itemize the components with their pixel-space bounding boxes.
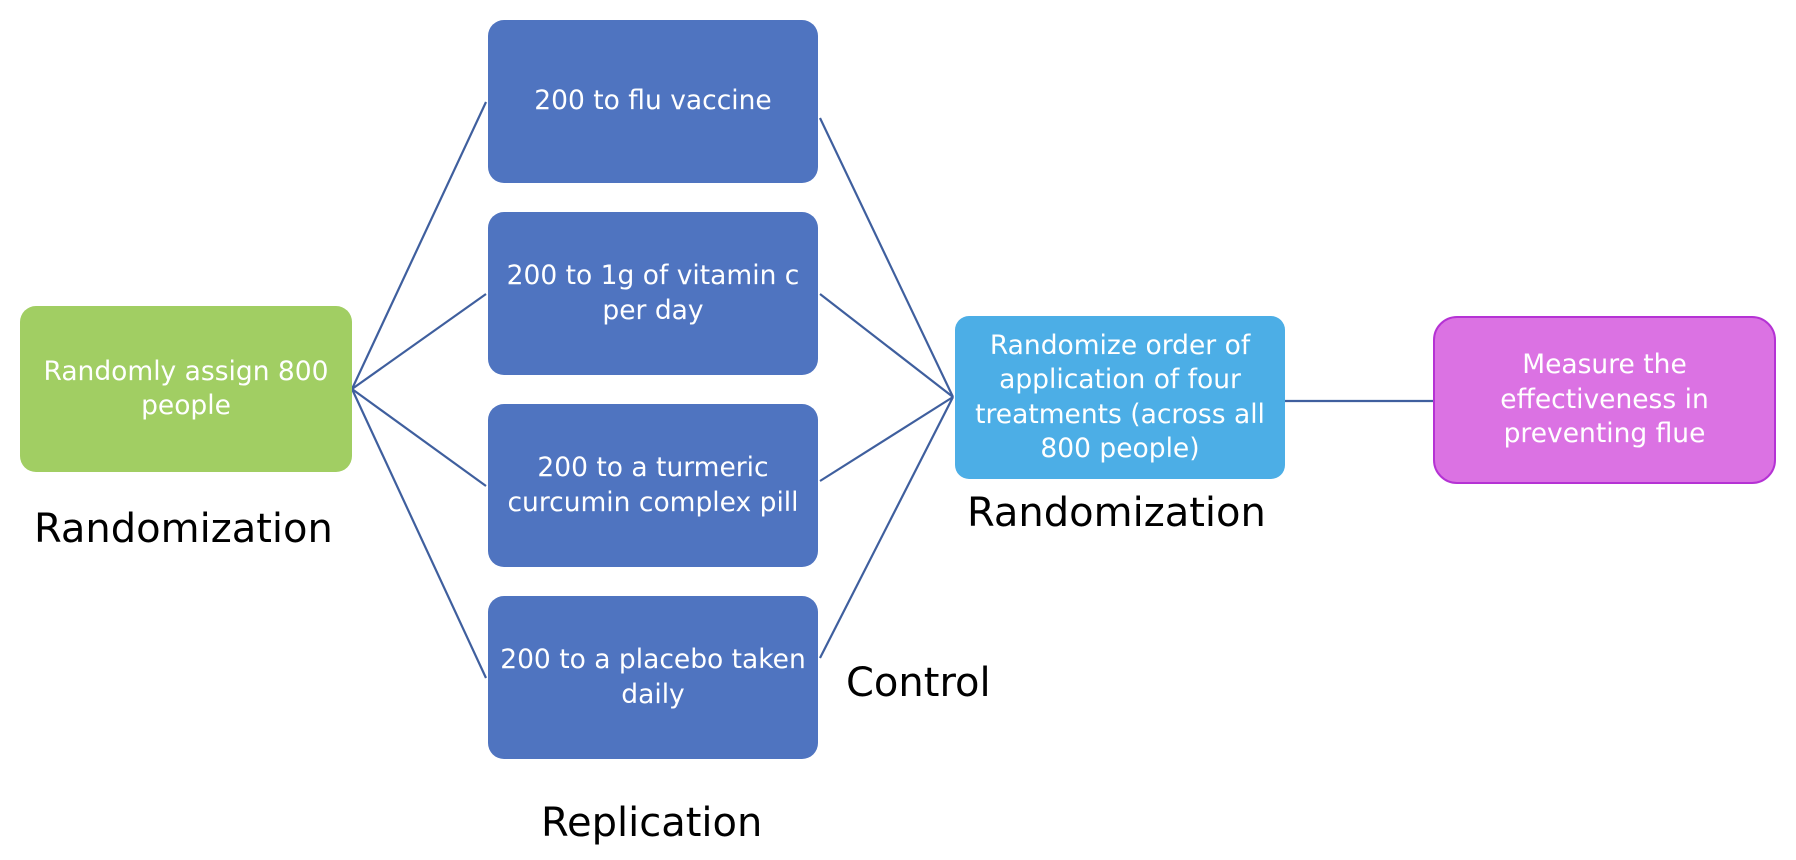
- control-label: Control: [846, 660, 991, 706]
- measure-box: Measure the effectiveness in preventing …: [1433, 316, 1776, 484]
- assign-box: Randomly assign 800 people: [20, 306, 352, 472]
- turmeric-box: 200 to a turmeric curcumin complex pill: [488, 404, 818, 567]
- connector-placebo-to-randomize: [819, 396, 954, 659]
- flu-vaccine-box: 200 to flu vaccine: [488, 20, 818, 183]
- connector-assign-to-flu: [351, 101, 487, 390]
- placebo-text: 200 to a placebo taken daily: [500, 644, 806, 710]
- randomization-label-left: Randomization: [34, 506, 333, 552]
- connector-turmeric-to-randomize: [819, 396, 954, 482]
- connector-assign-to-vitamin-c: [351, 293, 487, 390]
- vitamin-c-text: 200 to 1g of vitamin c per day: [506, 260, 800, 326]
- measure-text: Measure the effectiveness in preventing …: [1500, 349, 1709, 450]
- randomize-order-text: Randomize order of application of four t…: [975, 329, 1265, 464]
- connector-assign-to-placebo: [351, 388, 487, 679]
- placebo-box: 200 to a placebo taken daily: [488, 596, 818, 759]
- randomization-label-right: Randomization: [967, 490, 1266, 536]
- flu-vaccine-text: 200 to flu vaccine: [534, 85, 772, 117]
- connector-flu-to-randomize: [819, 117, 954, 398]
- replication-label: Replication: [541, 800, 763, 846]
- connector-vitamin-c-to-randomize: [819, 293, 954, 398]
- vitamin-c-box: 200 to 1g of vitamin c per day: [488, 212, 818, 375]
- connector-assign-to-turmeric: [351, 388, 487, 487]
- randomize-order-box: Randomize order of application of four t…: [955, 316, 1285, 479]
- turmeric-text: 200 to a turmeric curcumin complex pill: [507, 452, 799, 518]
- assign-box-text: Randomly assign 800 people: [43, 355, 329, 421]
